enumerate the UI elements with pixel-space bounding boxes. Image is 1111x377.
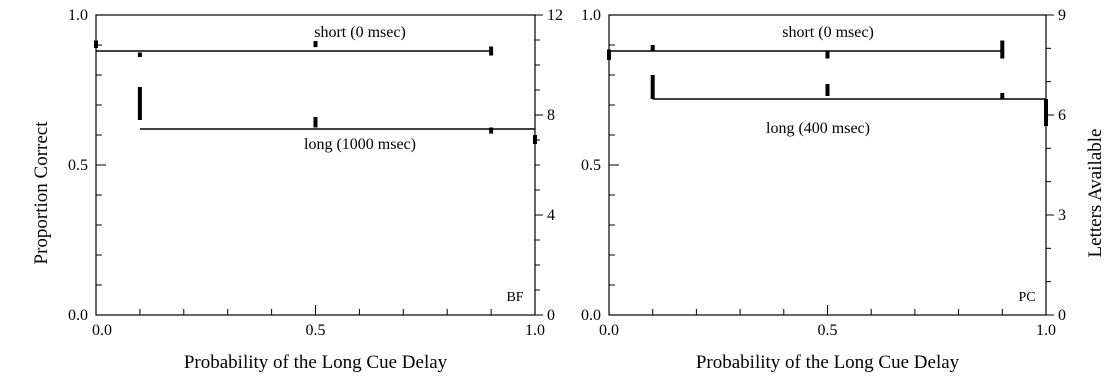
- y2-tick-label: 3: [1058, 207, 1066, 224]
- y2-tick-label: 4: [547, 207, 555, 224]
- x-axis-title: Probability of the Long Cue Delay: [696, 352, 960, 373]
- y-tick-label: 1.0: [581, 7, 601, 24]
- y2-tick-label: 9: [1058, 7, 1066, 24]
- plot-frame: [608, 14, 1047, 316]
- y-tick-label: 0.5: [581, 157, 601, 174]
- y-tick-label: 0.0: [581, 307, 601, 324]
- x-tick-label: 1.0: [525, 322, 545, 339]
- x-tick-label: 0.0: [599, 322, 619, 339]
- y2-tick-label: 8: [547, 107, 555, 124]
- y2-tick-label: 6: [1058, 107, 1066, 124]
- x-tick-label: 0.5: [306, 322, 326, 339]
- x-tick-label: 1.0: [1036, 322, 1056, 339]
- y-tick-label: 0.5: [68, 157, 88, 174]
- x-tick-label: 0.0: [92, 322, 112, 339]
- y2-tick-label: 0: [1058, 307, 1066, 324]
- x-axis-title: Probability of the Long Cue Delay: [184, 352, 448, 373]
- y2-tick-label: 12: [547, 7, 563, 24]
- y-right-axis-title: Letters Available: [1085, 129, 1106, 258]
- x-tick-label: 0.5: [818, 322, 838, 339]
- y-tick-label: 1.0: [68, 7, 88, 24]
- y-left-axis-title: Proportion Correct: [31, 121, 52, 265]
- y2-tick-label: 0: [547, 307, 555, 324]
- panel-label: PC: [1018, 290, 1035, 305]
- series-label: short (0 msec): [314, 24, 406, 41]
- y-tick-label: 0.0: [68, 307, 88, 324]
- series-label: short (0 msec): [782, 24, 874, 41]
- plot-frame: [95, 14, 536, 316]
- panel-label: BF: [506, 290, 523, 305]
- series-label: long (1000 msec): [304, 136, 416, 153]
- series-label: long (400 msec): [766, 120, 870, 137]
